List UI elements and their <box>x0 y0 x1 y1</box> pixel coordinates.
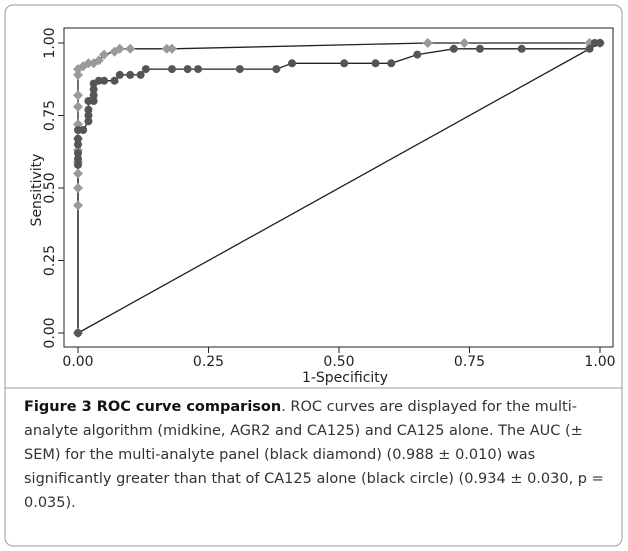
circle-marker <box>110 76 119 85</box>
circle-marker <box>115 70 124 79</box>
circle-marker <box>136 70 145 79</box>
circle-marker <box>585 44 594 53</box>
circle-marker <box>126 70 135 79</box>
y-tick-label: 1.00 <box>42 27 58 58</box>
diamond-marker <box>161 43 172 54</box>
circle-marker <box>84 111 93 120</box>
circle-marker <box>74 149 82 158</box>
diamond-marker <box>166 43 177 54</box>
caption-title: Figure 3 ROC curve comparison <box>24 399 282 415</box>
y-tick-label: 0.00 <box>42 317 58 348</box>
diamond-marker <box>73 119 83 130</box>
diamond-marker <box>73 69 83 80</box>
x-tick-label: 0.25 <box>193 354 224 370</box>
circle-marker <box>79 126 88 134</box>
circle-marker <box>517 44 526 53</box>
diamond-marker <box>73 90 83 101</box>
circle-marker <box>74 140 82 149</box>
caption: Figure 3 ROC curve comparison. ROC curve… <box>24 395 614 515</box>
circle-marker <box>89 97 98 105</box>
x-tick-label: 0.50 <box>323 354 354 370</box>
circle-marker <box>371 59 380 68</box>
circle-marker <box>74 134 82 143</box>
diamond-marker <box>114 43 125 54</box>
circle-marker <box>340 59 349 68</box>
y-axis-title: Sensitivity <box>29 154 45 227</box>
x-tick-label: 1.00 <box>584 354 615 370</box>
circle-marker <box>596 39 604 47</box>
circle-marker <box>74 329 82 337</box>
y-tick-label: 0.75 <box>42 100 58 131</box>
diamond-marker <box>99 49 110 60</box>
diamond-marker <box>83 58 94 69</box>
figure-border <box>4 4 623 547</box>
diamond-marker <box>73 101 83 112</box>
diamond-marker <box>73 200 83 211</box>
x-axis-title: 1-Specificity <box>302 370 388 386</box>
circle-marker <box>74 155 82 163</box>
circle-marker <box>413 50 422 59</box>
diamond-marker <box>93 55 104 66</box>
circle-marker <box>194 65 203 74</box>
circle-marker <box>141 65 150 74</box>
caption-text: . ROC curves are displayed for the multi… <box>24 399 604 511</box>
circle-marker <box>235 65 244 74</box>
circle-marker <box>84 105 93 114</box>
circle-marker <box>84 117 93 126</box>
circle-marker <box>89 91 98 100</box>
diamond-marker <box>125 43 136 54</box>
plot-frame <box>63 27 614 348</box>
diamond-marker <box>73 183 83 193</box>
circle-marker <box>449 44 458 53</box>
diamond-marker <box>459 38 470 48</box>
y-tick-label: 0.25 <box>42 245 58 276</box>
circle-marker <box>183 65 192 74</box>
circle-marker <box>89 85 98 94</box>
diamond-marker <box>422 38 433 48</box>
diamond-marker <box>73 168 83 179</box>
circle-marker <box>387 59 396 68</box>
circle-marker <box>475 44 484 53</box>
circle-marker <box>167 65 176 74</box>
circle-marker <box>74 160 82 169</box>
circle-marker <box>288 59 297 68</box>
x-tick-label: 0.75 <box>454 354 485 370</box>
series-line <box>77 42 601 334</box>
circle-marker <box>100 76 109 85</box>
y-tick-label: 0.50 <box>42 172 58 203</box>
x-tick-label: 0.00 <box>62 354 93 370</box>
circle-marker <box>272 65 281 74</box>
